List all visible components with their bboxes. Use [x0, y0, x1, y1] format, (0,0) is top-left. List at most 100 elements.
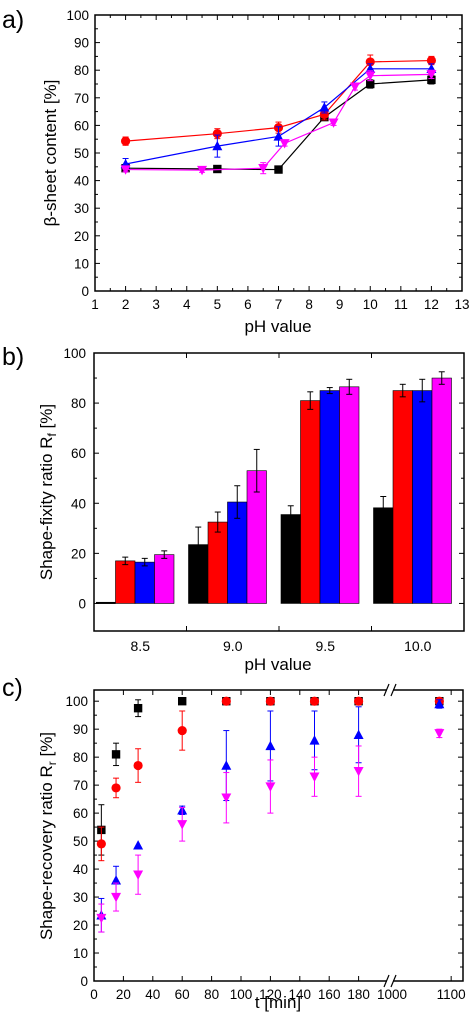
axis-break-gap: [387, 684, 393, 696]
data-point: [212, 140, 223, 151]
x-tick-label: 2: [122, 297, 130, 312]
panel-c-y-axis: 0 10 20 30 40 50 60 70 80 90 100: [65, 694, 463, 989]
series-2: [96, 698, 445, 933]
x-tick-label: 1: [91, 297, 99, 312]
data-point: [177, 820, 188, 830]
x-tick-label: 20: [116, 987, 131, 1002]
data-point: [111, 750, 121, 759]
data-point: [213, 164, 222, 174]
series-1: [120, 54, 437, 146]
data-point: [133, 870, 144, 880]
series-line: [125, 73, 432, 171]
axis-break-mark: [390, 683, 397, 697]
data-point: [427, 75, 436, 85]
data-point: [328, 118, 339, 128]
x-tick-label: 8: [305, 297, 313, 312]
y-tick-label: 20: [74, 229, 89, 244]
panel-a-x-axis: 1 2 3 4 5 6 7 8 9 10 11 12 13: [91, 15, 470, 312]
axis-break-gap: [387, 975, 393, 987]
y-tick-label: 90: [74, 36, 89, 51]
data-point: [274, 165, 283, 174]
data-point: [221, 760, 232, 770]
data-point: [319, 102, 330, 112]
data-point: [265, 696, 275, 706]
y-tick-label: 20: [73, 918, 88, 933]
x-tick-label: 10.0: [404, 638, 431, 654]
bar: [280, 514, 301, 604]
panel-a-y-axis-label: β-sheet content [%]: [41, 80, 60, 227]
y-tick-label: 60: [71, 446, 86, 461]
x-tick-label: 3: [152, 297, 160, 312]
panel-c-axis-break: [383, 683, 397, 988]
bar: [412, 390, 433, 604]
x-tick-label: 180: [347, 987, 370, 1002]
panel-b-y-axis-label-unit: [%]: [37, 404, 56, 433]
x-tick-label: 9.0: [223, 638, 243, 654]
y-tick-label: 0: [81, 284, 89, 299]
bar: [300, 400, 321, 604]
panel-b-label: b): [2, 343, 24, 371]
bar: [207, 521, 228, 604]
data-point: [366, 79, 375, 89]
y-tick-label: 0: [78, 596, 86, 611]
series-line: [125, 59, 432, 142]
y-tick-label: 40: [73, 862, 88, 877]
x-tick-label: 7: [275, 297, 283, 312]
data-point: [96, 839, 106, 849]
panel-c: c) 0 10 20 30 40 50 60 70 80 90 100 0 20 40 60 80 100 12…: [2, 674, 466, 1012]
y-tick-label: 70: [74, 91, 89, 106]
panel-c-y-axis-label-unit: [%]: [37, 732, 56, 761]
data-point: [319, 109, 329, 119]
y-tick-label: 10: [73, 946, 88, 961]
data-point: [133, 760, 143, 771]
data-point: [434, 729, 445, 739]
y-tick-label: 20: [71, 546, 86, 561]
x-tick-label: 9: [336, 297, 344, 312]
y-tick-label: 0: [80, 974, 88, 989]
panel-c-y-axis-label: Shape-recovery ratio Rr [%]: [37, 732, 59, 940]
bar: [373, 507, 394, 604]
bar: [392, 390, 413, 604]
x-tick-label: 11: [394, 297, 408, 312]
bar: [134, 561, 155, 604]
data-point: [309, 735, 320, 745]
data-point: [133, 840, 144, 850]
data-point: [96, 913, 107, 924]
data-point: [273, 131, 284, 141]
data-point: [309, 772, 320, 782]
data-point: [426, 55, 437, 66]
data-point: [178, 696, 187, 706]
x-tick-label: 0: [90, 987, 98, 1002]
panel-b: b) 0 20 40 60 80 100 8.5 9.0 9.5 10.0 pH value S…: [2, 343, 465, 674]
data-point: [353, 766, 364, 777]
x-tick-label: 9.5: [316, 638, 336, 654]
panel-a-plot-area: [120, 54, 437, 176]
data-point: [349, 82, 360, 92]
bar: [115, 560, 136, 604]
x-tick-label: 10: [363, 297, 378, 312]
y-tick-label: 40: [74, 174, 89, 189]
panel-b-y-axis-label-sub: f: [45, 433, 59, 437]
y-tick-label: 100: [63, 346, 86, 361]
x-tick-label: 120: [259, 987, 282, 1002]
x-tick-label: 4: [183, 297, 191, 312]
panel-c-x-axis-label: t [min]: [255, 993, 301, 1012]
data-point: [120, 165, 131, 175]
x-tick-label: 1000: [377, 987, 407, 1002]
y-tick-label: 80: [74, 63, 89, 78]
panel-a-frame: [94, 14, 463, 292]
panel-a-x-axis-label: pH value: [244, 317, 311, 336]
y-tick-label: 50: [73, 834, 88, 849]
y-tick-label: 80: [71, 396, 86, 411]
panel-c-x-axis: 0 20 40 60 80 100 120 140 160 180 1000 1100: [90, 690, 466, 1002]
y-tick-label: 80: [73, 750, 88, 765]
x-tick-label: 160: [318, 987, 341, 1002]
x-tick-label: 13: [454, 297, 469, 312]
x-tick-label: 80: [204, 987, 219, 1002]
data-point: [111, 892, 122, 903]
axis-break-mark: [390, 974, 397, 988]
x-tick-label: 6: [244, 297, 252, 312]
data-point: [177, 725, 187, 736]
data-point: [434, 698, 445, 709]
